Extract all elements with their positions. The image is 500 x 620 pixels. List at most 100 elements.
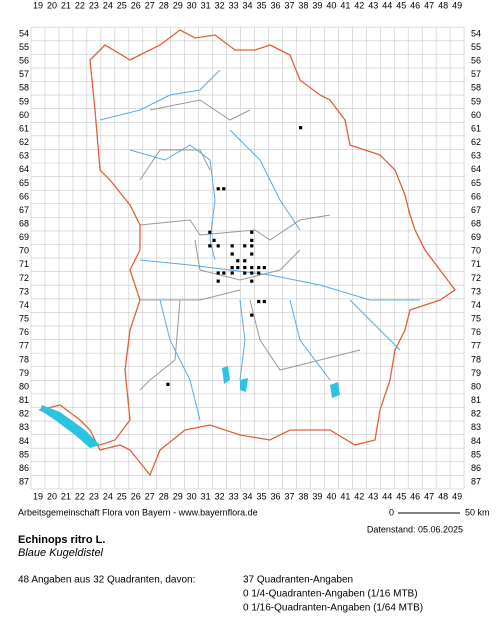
row-label: 82	[19, 409, 29, 419]
row-label: 54	[471, 28, 481, 38]
column-label: 25	[117, 0, 127, 10]
row-label: 77	[19, 341, 29, 351]
occurrence-dot	[243, 271, 247, 275]
column-label: 48	[438, 491, 448, 501]
occurrence-dot	[299, 126, 303, 130]
row-label: 79	[19, 368, 29, 378]
row-label: 80	[471, 381, 481, 391]
row-label: 67	[19, 205, 29, 215]
row-label: 69	[19, 232, 29, 242]
row-label: 63	[471, 151, 481, 161]
column-label: 41	[340, 491, 350, 501]
occurrence-dot	[230, 265, 234, 270]
row-label: 63	[19, 151, 29, 161]
row-label: 81	[19, 395, 29, 405]
column-label: 34	[243, 491, 253, 501]
row-label: 59	[19, 96, 29, 106]
lake	[222, 366, 340, 398]
rivers	[99, 69, 420, 421]
column-label: 46	[410, 491, 420, 501]
occurrence-dot	[250, 252, 254, 256]
column-label: 21	[61, 491, 71, 501]
column-label: 37	[284, 491, 294, 501]
column-label: 29	[173, 0, 183, 10]
row-label: 54	[19, 28, 29, 38]
occurrence-dot	[208, 230, 212, 234]
column-label: 23	[89, 0, 99, 10]
column-label: 19	[33, 491, 43, 501]
column-label: 43	[368, 491, 378, 501]
row-label: 83	[19, 422, 29, 432]
column-label: 30	[187, 491, 197, 501]
column-label: 38	[298, 491, 308, 501]
column-label: 45	[396, 491, 406, 501]
occurrence-dot	[262, 265, 266, 270]
row-label: 85	[19, 449, 29, 459]
row-label: 55	[19, 42, 29, 52]
occurrence-dot	[250, 271, 254, 275]
column-label: 26	[131, 0, 141, 10]
row-label: 57	[19, 69, 29, 79]
count: 0 1/4-Quadranten-Angaben (1/16 MTB)	[243, 589, 418, 600]
row-label: 66	[19, 191, 29, 201]
district-borders	[139, 99, 361, 391]
occurrence-dot	[243, 244, 247, 248]
row-label: 76	[19, 327, 29, 337]
occurrence-dot	[216, 279, 220, 283]
row-label: 62	[19, 137, 29, 147]
occurrence-dot	[250, 238, 254, 243]
row-label: 75	[471, 314, 481, 324]
lake	[40, 405, 100, 448]
row-label: 57	[471, 69, 481, 79]
column-label: 38	[298, 0, 308, 10]
column-label: 29	[173, 491, 183, 501]
row-label: 78	[471, 354, 481, 364]
row-label: 64	[19, 164, 29, 174]
row-label: 81	[471, 395, 481, 405]
occurrence-dot	[212, 238, 216, 243]
row-label: 71	[19, 259, 29, 269]
column-label: 40	[326, 0, 336, 10]
column-label: 28	[159, 491, 169, 501]
row-label: 77	[471, 341, 481, 351]
date: Datenstand: 05.06.2025	[367, 524, 463, 534]
row-label: 62	[471, 137, 481, 147]
row-label: 70	[19, 246, 29, 256]
grid	[30, 26, 465, 490]
occurrence-dot	[257, 299, 261, 304]
source: Arbeitsgemeinschaft Flora von Bayern - w…	[18, 507, 258, 517]
column-label: 49	[452, 491, 462, 501]
column-label: 48	[438, 0, 448, 10]
row-label: 65	[19, 178, 29, 188]
row-label: 85	[471, 449, 481, 459]
column-label: 28	[159, 0, 169, 10]
row-label: 70	[471, 246, 481, 256]
row-label: 65	[471, 178, 481, 188]
row-label: 55	[471, 42, 481, 52]
row-label: 71	[471, 259, 481, 269]
column-label: 32	[215, 491, 225, 501]
row-label: 80	[19, 381, 29, 391]
row-label: 61	[471, 123, 481, 133]
occurrence-dot	[166, 382, 170, 386]
row-label: 84	[19, 436, 29, 446]
row-label: 61	[19, 123, 29, 133]
occurrence-dot	[208, 244, 212, 248]
column-label: 47	[424, 0, 434, 10]
column-label: 36	[270, 491, 280, 501]
column-label: 22	[75, 491, 85, 501]
row-label: 69	[471, 232, 481, 242]
row-label: 56	[471, 56, 481, 66]
column-label: 22	[75, 0, 85, 10]
column-label: 27	[145, 0, 155, 10]
occurrence-dot	[250, 230, 254, 234]
occurrence-dot	[222, 187, 226, 191]
column-label: 43	[368, 0, 378, 10]
count: 37 Quadranten-Angaben	[243, 575, 353, 586]
occurrence-dot	[262, 299, 266, 304]
row-label: 73	[471, 286, 481, 296]
occurrence-dot	[216, 187, 220, 191]
column-label: 33	[229, 491, 239, 501]
row-label: 74	[19, 300, 29, 310]
